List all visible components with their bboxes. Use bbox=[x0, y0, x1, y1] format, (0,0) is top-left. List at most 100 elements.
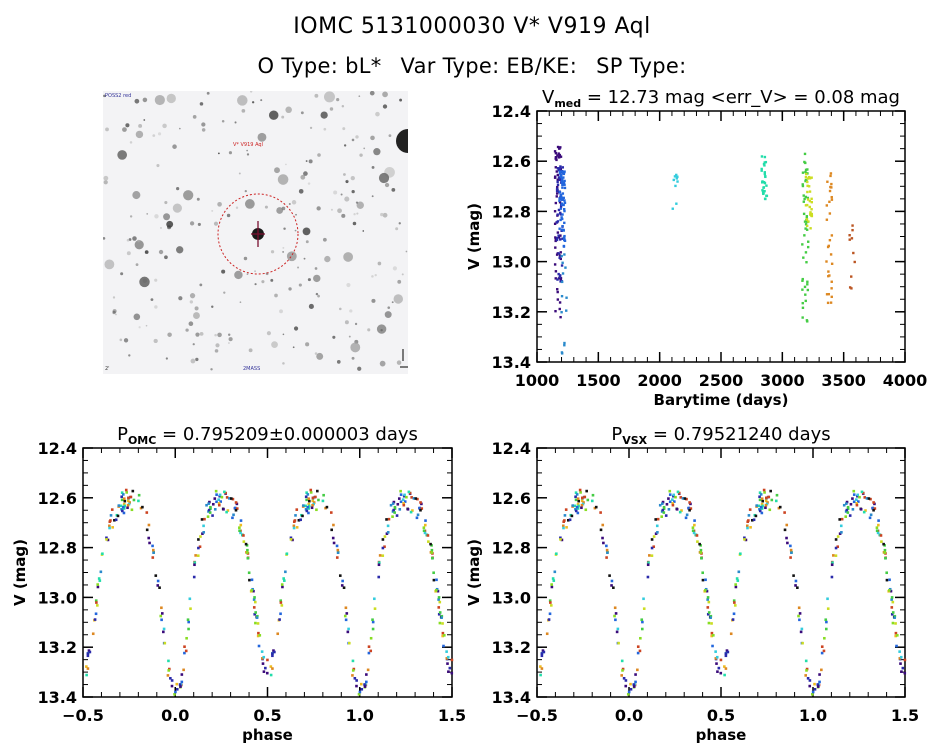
data-point bbox=[762, 488, 766, 492]
data-point bbox=[624, 684, 628, 688]
data-point bbox=[357, 693, 361, 696]
data-point bbox=[736, 579, 740, 582]
star bbox=[193, 312, 200, 319]
data-point bbox=[574, 491, 578, 494]
data-point bbox=[561, 170, 564, 173]
data-point bbox=[731, 618, 735, 621]
data-point bbox=[559, 205, 563, 208]
data-point bbox=[170, 684, 174, 688]
data-point bbox=[442, 644, 445, 648]
data-point bbox=[557, 252, 561, 255]
y-tick-label: 12.6 bbox=[38, 489, 77, 508]
star bbox=[241, 108, 246, 113]
data-point bbox=[863, 496, 867, 499]
data-point bbox=[321, 499, 325, 503]
star bbox=[393, 294, 404, 304]
data-point bbox=[871, 506, 875, 510]
star bbox=[254, 270, 257, 273]
data-point bbox=[156, 584, 160, 587]
data-point bbox=[258, 634, 262, 637]
star bbox=[387, 306, 391, 309]
data-point bbox=[386, 531, 390, 534]
data-point bbox=[760, 167, 763, 171]
data-point bbox=[556, 278, 559, 281]
y-axis-label: V (mag) bbox=[465, 539, 483, 606]
data-point bbox=[338, 574, 342, 577]
star bbox=[125, 123, 130, 128]
y-tick-label: 12.6 bbox=[492, 152, 531, 171]
data-point bbox=[260, 657, 264, 660]
star bbox=[167, 332, 172, 337]
data-point bbox=[668, 493, 672, 496]
data-point bbox=[810, 208, 813, 211]
data-point bbox=[672, 493, 676, 497]
data-point bbox=[820, 668, 823, 672]
data-point bbox=[122, 497, 126, 500]
data-point bbox=[556, 298, 560, 301]
data-point bbox=[560, 180, 563, 183]
data-point bbox=[440, 616, 443, 619]
star bbox=[142, 278, 147, 283]
data-point bbox=[202, 524, 205, 528]
data-point bbox=[295, 526, 299, 529]
data-point bbox=[393, 507, 397, 510]
data-point bbox=[688, 501, 691, 504]
data-point bbox=[381, 546, 385, 550]
star bbox=[172, 203, 182, 213]
data-point bbox=[554, 237, 557, 241]
data-point bbox=[346, 630, 350, 634]
data-point bbox=[856, 494, 859, 498]
data-point bbox=[325, 505, 329, 509]
data-point bbox=[555, 236, 559, 240]
data-point bbox=[798, 612, 802, 615]
data-point bbox=[794, 584, 797, 587]
star bbox=[291, 200, 297, 205]
data-point bbox=[894, 622, 897, 625]
data-point bbox=[377, 575, 381, 579]
star bbox=[276, 207, 284, 214]
data-point bbox=[675, 202, 678, 205]
data-point bbox=[698, 542, 701, 546]
star bbox=[104, 259, 115, 270]
data-point bbox=[441, 622, 444, 625]
data-point bbox=[700, 556, 703, 560]
data-point bbox=[312, 501, 316, 504]
data-point bbox=[322, 493, 325, 497]
data-point bbox=[765, 194, 768, 197]
y-tick-label: 13.0 bbox=[492, 253, 531, 272]
data-point bbox=[764, 496, 768, 500]
star bbox=[288, 287, 292, 291]
star bbox=[137, 239, 140, 243]
data-point bbox=[437, 596, 441, 599]
data-point bbox=[86, 654, 90, 658]
data-point bbox=[554, 152, 558, 155]
y-tick-label: 12.8 bbox=[38, 539, 77, 558]
data-point bbox=[342, 586, 346, 590]
data-point bbox=[120, 507, 123, 511]
star bbox=[154, 214, 159, 219]
data-point bbox=[123, 504, 127, 508]
data-point bbox=[852, 489, 856, 493]
data-point bbox=[564, 508, 568, 511]
data-point bbox=[737, 570, 741, 574]
data-point bbox=[123, 499, 127, 503]
data-point bbox=[562, 203, 565, 207]
data-point bbox=[316, 489, 319, 493]
data-point bbox=[563, 179, 566, 183]
data-point bbox=[763, 161, 766, 164]
star bbox=[316, 206, 321, 211]
data-point bbox=[159, 614, 163, 618]
data-point bbox=[680, 509, 683, 512]
data-point bbox=[547, 618, 551, 621]
data-point bbox=[308, 499, 311, 503]
data-point bbox=[804, 179, 807, 183]
data-point bbox=[639, 636, 642, 640]
data-point bbox=[714, 650, 717, 653]
data-point bbox=[627, 690, 631, 694]
star bbox=[323, 91, 335, 103]
star bbox=[344, 320, 349, 325]
data-point bbox=[137, 493, 141, 497]
data-point bbox=[556, 231, 560, 234]
data-point bbox=[105, 538, 108, 541]
data-point bbox=[629, 687, 633, 691]
